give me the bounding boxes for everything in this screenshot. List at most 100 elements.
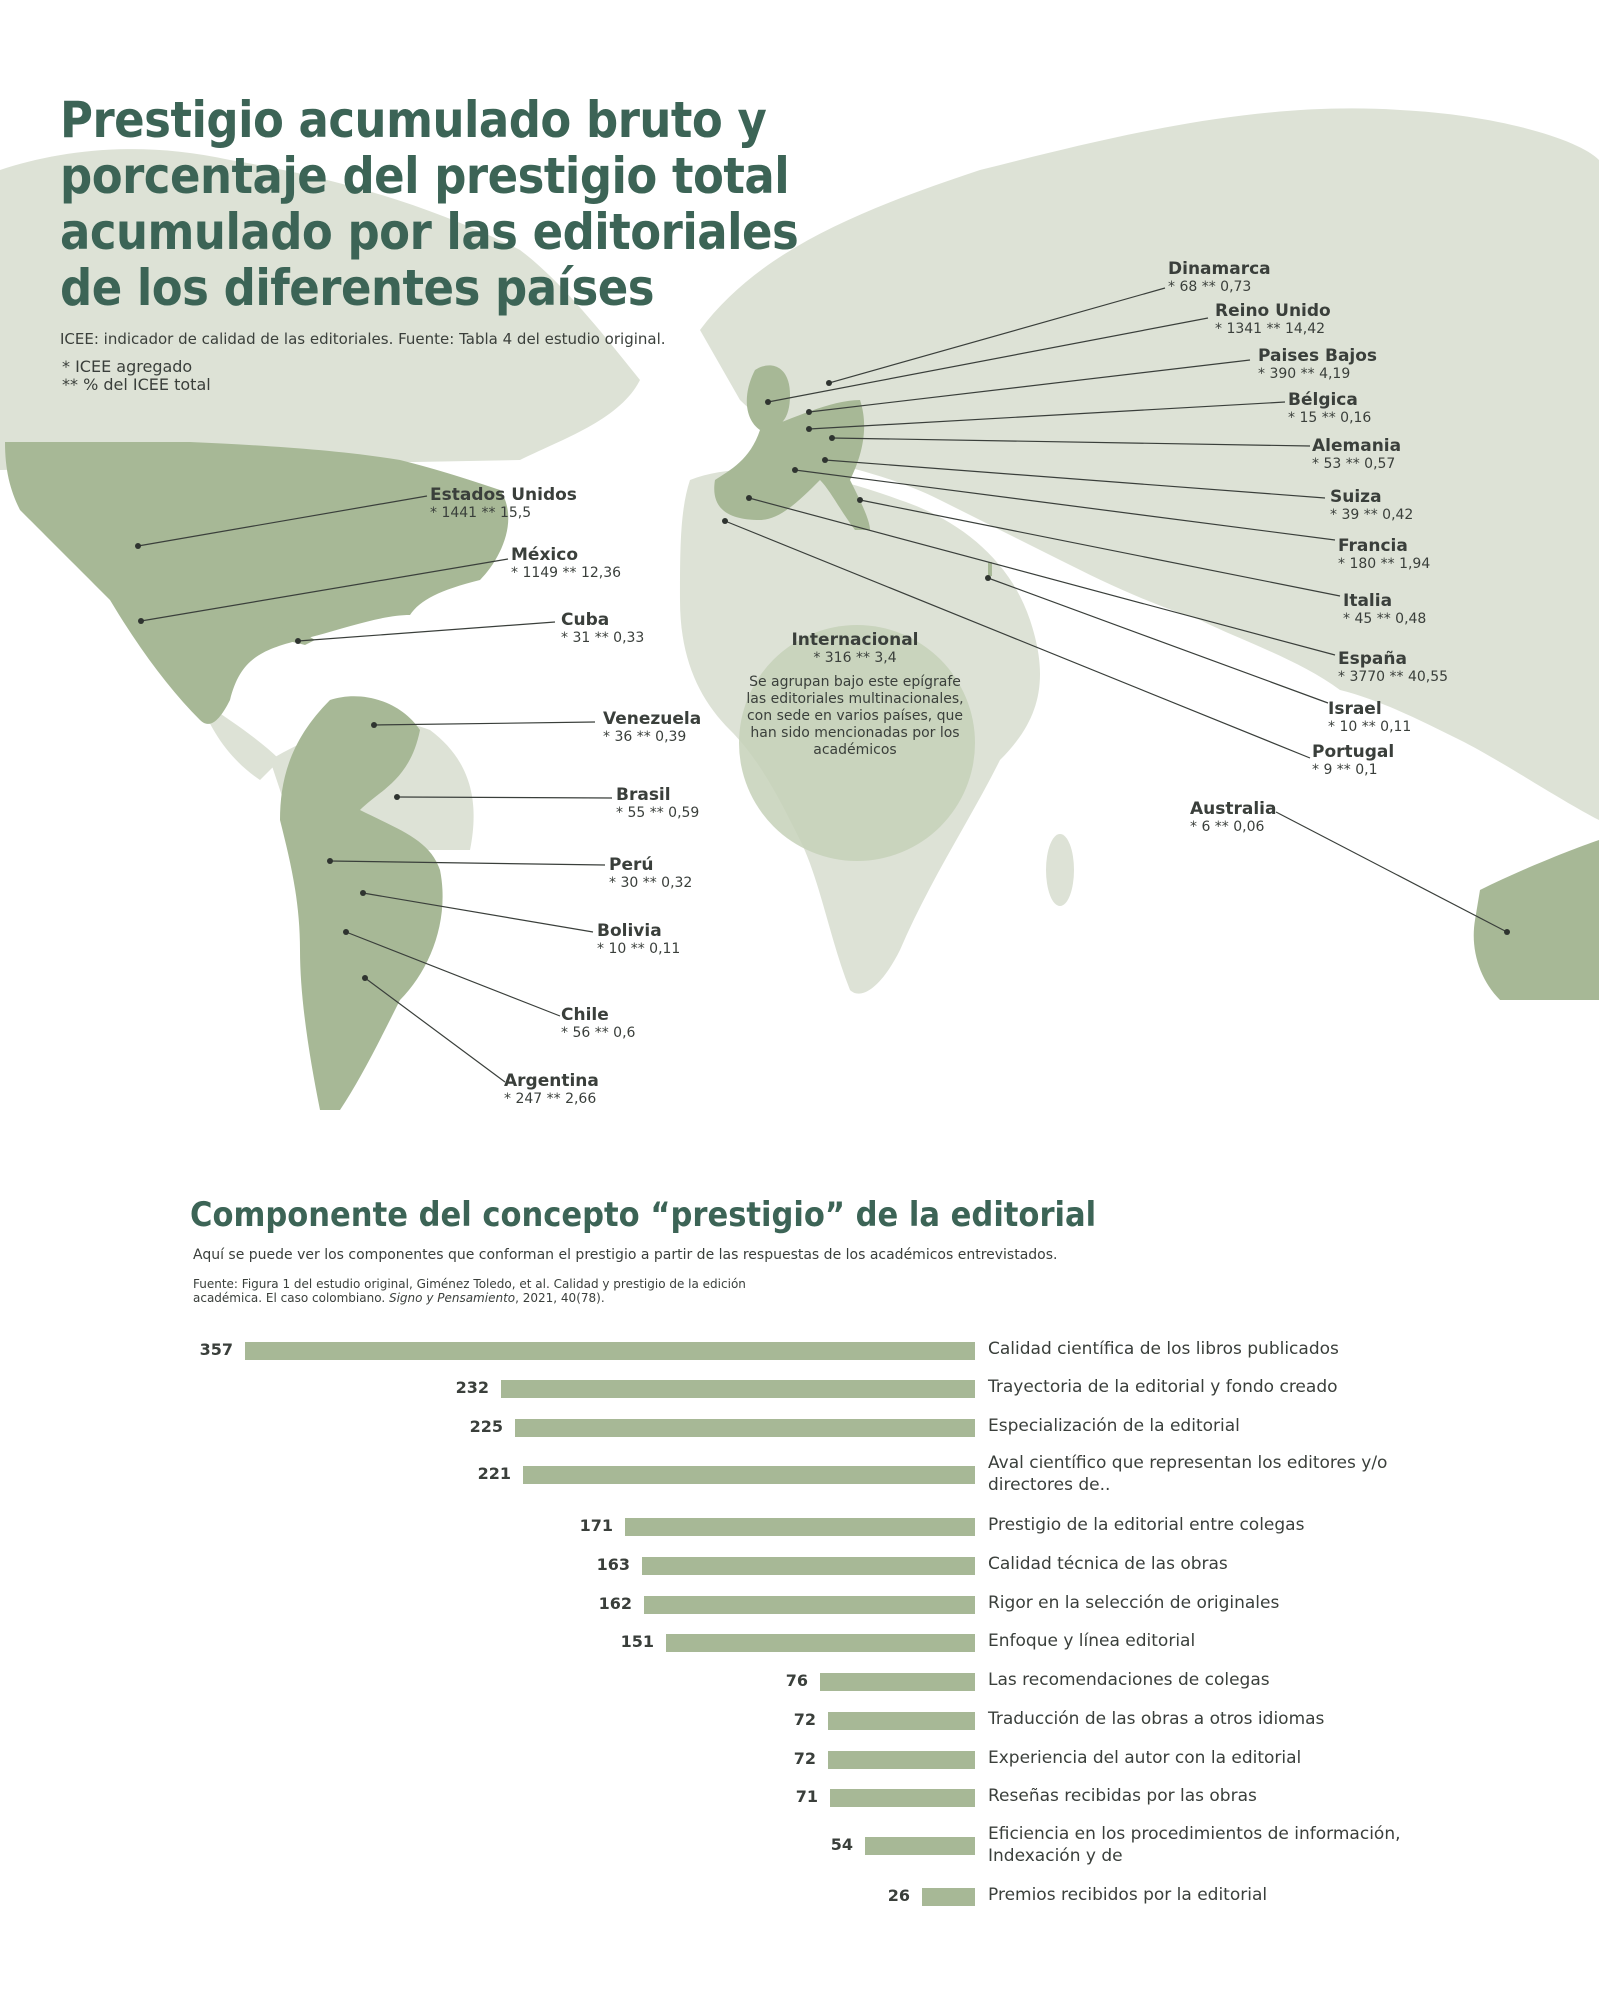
bar-row: 163 Calidad técnica de las obras [0,1554,1599,1595]
country-values: * 9 ** 0,1 [1312,762,1378,778]
bar [828,1712,975,1730]
country-name: Portugal [1312,742,1395,762]
bar-label: Premios recibidos por la editorial [988,1885,1268,1905]
bar [523,1466,975,1484]
bar [644,1596,975,1614]
internacional-description: Se agrupan bajo este epígrafe las editor… [746,674,964,758]
source-text: Fuente: Figura 1 del estudio original, G… [193,1277,746,1305]
bar-row: 72 Traducción de las obras a otros idioma… [0,1709,1599,1750]
country-name: Paises Bajos [1258,346,1378,366]
bar-label: Reseñas recibidas por las obras [988,1786,1257,1806]
bar [666,1634,975,1652]
country-values: * 15 ** 0,16 [1288,410,1372,426]
bar [828,1751,975,1769]
country-name: Suiza [1330,487,1382,507]
callout-chile: Chile * 56 ** 0,6 [561,1005,635,1042]
bar-label: Las recomendaciones de colegas [988,1670,1270,1690]
country-name: Chile [561,1005,609,1025]
country-values: * 36 ** 0,39 [603,729,687,745]
bar-value: 76 [785,1671,808,1690]
legend-icee-porcentaje: ** % del ICEE total [62,375,211,394]
world-map [0,108,1599,1110]
callout-australia: Australia * 6 ** 0,06 [1190,799,1277,836]
bar-row: 171 Prestigio de la editorial entre coleg… [0,1515,1599,1556]
map-legend: * ICEE agregado ** % del ICEE total [62,358,211,394]
bar-row: 225 Especialización de la editorial [0,1416,1599,1457]
map-subtitle: ICEE: indicador de calidad de las editor… [60,330,666,348]
country-values: * 6 ** 0,06 [1190,819,1265,835]
bar-label: Enfoque y línea editorial [988,1631,1196,1651]
bar-row: 232 Trayectoria de la editorial y fondo c… [0,1377,1599,1418]
bar-row: 221 Aval científico que representan los e… [0,1453,1599,1504]
bar-chart-source: Fuente: Figura 1 del estudio original, G… [193,1277,793,1305]
callout-argentina: Argentina * 247 ** 2,66 [504,1071,599,1108]
country-name: México [511,545,578,565]
bar-value: 221 [477,1464,511,1483]
bar-value: 72 [793,1710,816,1729]
legend-icee-agregado: * ICEE agregado [62,357,193,376]
callout-francia: Francia * 180 ** 1,94 [1338,536,1430,573]
country-values: * 53 ** 0,57 [1312,456,1396,472]
bar-value: 26 [887,1886,910,1905]
country-name: Italia [1343,591,1393,611]
bar-row: 71 Reseñas recibidas por las obras [0,1786,1599,1827]
bar-value: 171 [579,1516,613,1535]
country-values: * 31 ** 0,33 [561,630,645,646]
country-values: * 68 ** 0,73 [1168,279,1252,295]
bar [625,1518,975,1536]
callout-suiza: Suiza * 39 ** 0,42 [1330,487,1413,524]
country-values: * 30 ** 0,32 [609,875,693,891]
bar-label: Eficiencia en los procedimientos de info… [988,1824,1401,1866]
callout-portugal: Portugal * 9 ** 0,1 [1312,742,1395,779]
callout-alemania: Alemania * 53 ** 0,57 [1312,436,1402,473]
world-map-graphic [0,108,1599,1110]
bar-label: Calidad técnica de las obras [988,1554,1228,1574]
country-name: Israel [1328,699,1382,719]
bar [515,1419,975,1437]
bar-label: Especialización de la editorial [988,1416,1240,1436]
callout-bolivia: Bolivia * 10 ** 0,11 [597,921,680,958]
country-values: * 1149 ** 12,36 [511,565,622,581]
source-citation: , 2021, 40(78). [515,1291,605,1305]
bar-value: 162 [598,1594,632,1613]
country-name: Dinamarca [1168,259,1271,279]
bar-value: 232 [455,1378,489,1397]
country-values: * 1441 ** 15,5 [430,505,532,521]
internacional-name: Internacional [791,630,919,650]
country-name: Bélgica [1288,390,1358,410]
callout-estados-unidos: Estados Unidos * 1441 ** 15,5 [430,486,577,522]
bar-row: 72 Experiencia del autor con la editorial [0,1748,1599,1789]
country-name: Perú [609,855,654,875]
country-name: Australia [1190,799,1277,819]
bar-value: 225 [469,1417,503,1436]
country-name: Reino Unido [1215,301,1331,321]
callout-belgica: Bélgica * 15 ** 0,16 [1288,390,1372,427]
bar-row: 162 Rigor en la selección de originales [0,1593,1599,1634]
map-title: Prestigio acumulado bruto y porcentaje d… [60,91,799,317]
country-name: Argentina [504,1071,599,1091]
bar-value: 71 [795,1787,818,1806]
country-values: * 390 ** 4,19 [1258,366,1351,382]
callout-brasil: Brasil * 55 ** 0,59 [616,785,699,822]
bar [865,1837,975,1855]
bar-row: 76 Las recomendaciones de colegas [0,1670,1599,1711]
internacional-values: * 316 ** 3,4 [813,650,897,666]
bar [501,1380,975,1398]
country-name: Brasil [616,785,671,805]
bar [922,1888,975,1906]
callout-internacional: Internacional * 316 ** 3,4 Se agrupan ba… [740,630,970,759]
bar-label: Rigor en la selección de originales [988,1593,1280,1613]
bar-value: 72 [793,1749,816,1768]
country-name: Alemania [1312,436,1402,456]
bar-label: Aval científico que representan los edit… [988,1453,1388,1495]
country-name: Venezuela [603,709,702,729]
callout-israel: Israel * 10 ** 0,11 [1328,699,1412,736]
bar-row: 54 Eficiencia en los procedimientos de in… [0,1824,1599,1875]
country-values: * 10 ** 0,11 [1328,719,1412,735]
country-name: Francia [1338,536,1408,556]
bar [820,1673,975,1691]
country-values: * 3770 ** 40,55 [1338,669,1449,685]
source-journal: Signo y Pensamiento [388,1291,516,1305]
bar-chart-title: Componente del concepto “prestigio” de l… [190,1195,1097,1235]
country-name: Bolivia [597,921,662,941]
